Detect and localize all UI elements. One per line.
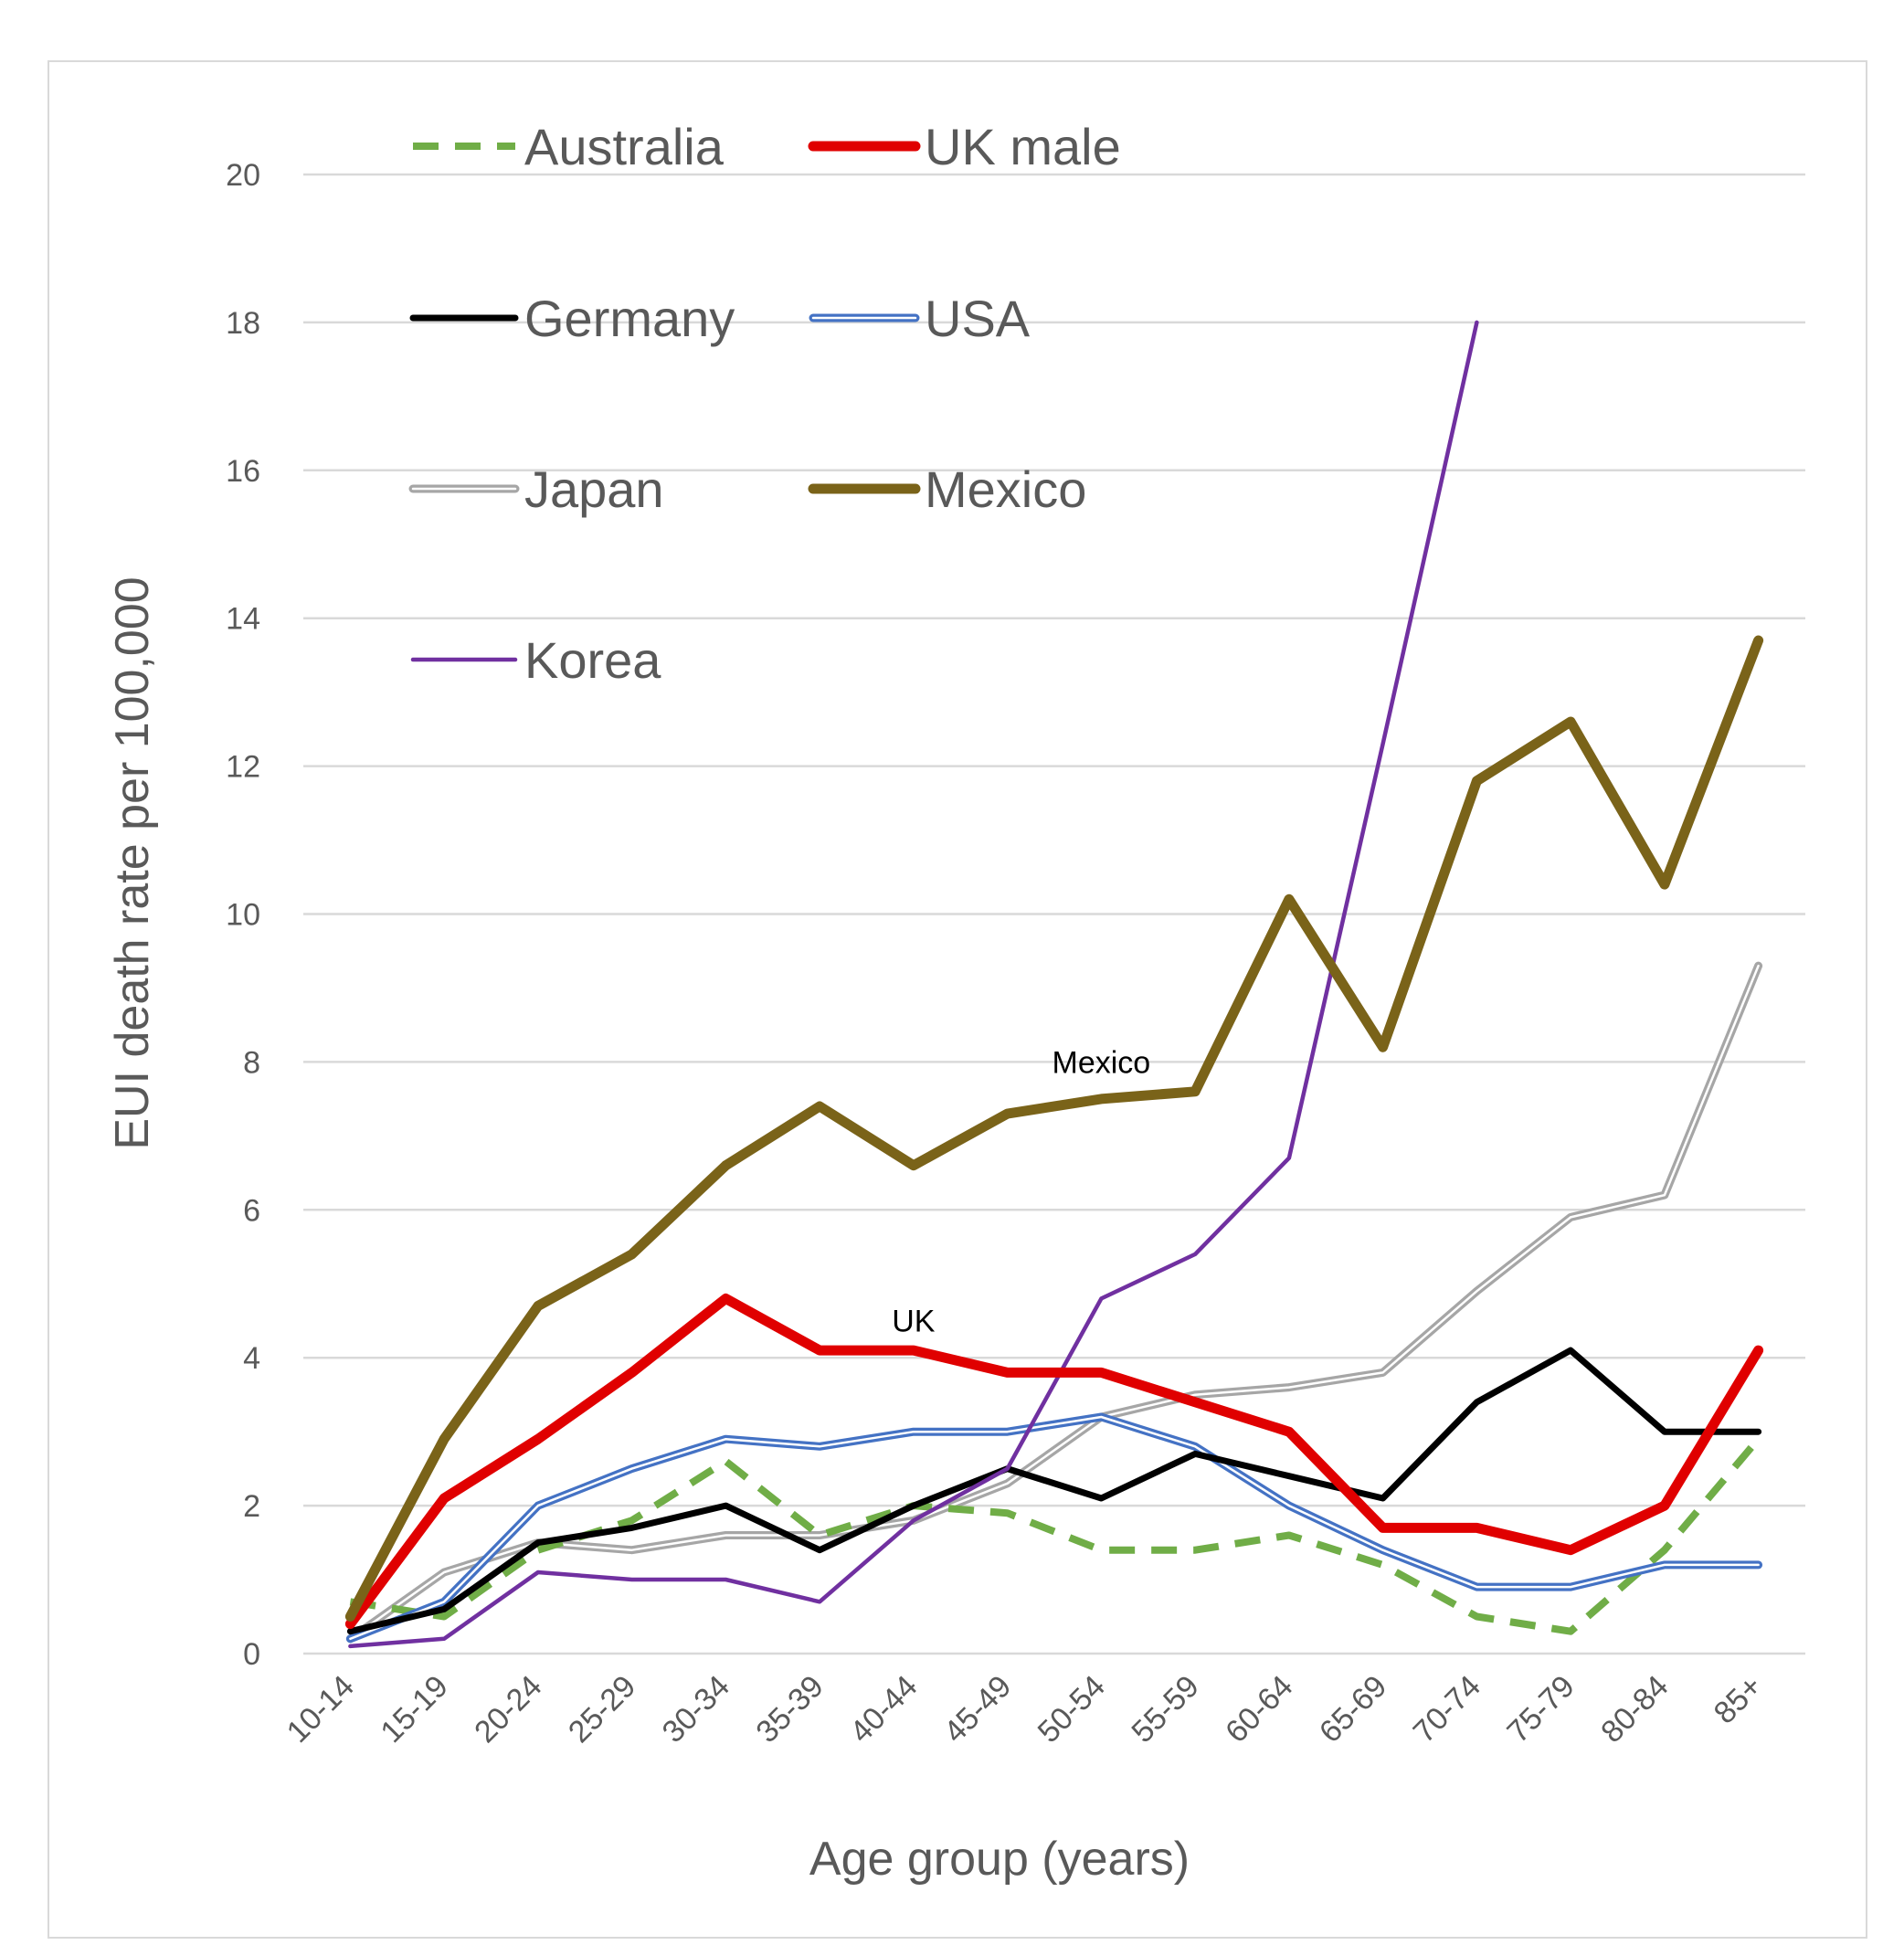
- y-tick-label: 18: [226, 306, 260, 341]
- legend-label-germany: Germany: [524, 290, 735, 347]
- x-tick-label: 55-59: [1125, 1669, 1205, 1749]
- legend-item-australia: Australia: [413, 118, 725, 175]
- x-tick-label: 45-49: [937, 1669, 1018, 1749]
- x-tick-label: 35-39: [749, 1669, 830, 1749]
- series-japan: [345, 961, 1763, 1644]
- x-tick-label: 60-64: [1219, 1669, 1299, 1749]
- y-tick-label: 2: [243, 1489, 260, 1524]
- legend-item-korea: Korea: [410, 631, 661, 689]
- series-usa: [345, 1412, 1763, 1644]
- legend-item-germany: Germany: [409, 290, 735, 347]
- y-tick-label: 4: [243, 1341, 260, 1376]
- series-line-korea: [348, 320, 1479, 1649]
- x-tick-label: 40-44: [843, 1669, 924, 1749]
- y-tick-label: 8: [243, 1045, 260, 1080]
- gridlines: [303, 173, 1805, 1655]
- y-axis-label: EUI death rate per 100,000: [106, 576, 159, 1149]
- y-tick-label: 10: [226, 898, 260, 933]
- series-line-mexico: [344, 635, 1764, 1622]
- y-axis-ticks: 0 2 4 6 8 10 12 14 16 18 20: [226, 158, 260, 1672]
- series-line-japan-inner: [349, 964, 1760, 1641]
- x-tick-label: 10-14: [280, 1669, 361, 1749]
- series-mexico: [344, 635, 1764, 1622]
- x-tick-label: 80-84: [1594, 1669, 1675, 1749]
- legend-item-mexico: Mexico: [808, 460, 1086, 518]
- y-tick-label: 6: [243, 1193, 260, 1228]
- legend: Australia UK male Germany USA Japan Mexico Kor…: [408, 118, 1121, 689]
- legend-item-usa: USA: [809, 290, 1031, 347]
- series-korea: [348, 320, 1479, 1649]
- chart-frame: [48, 60, 1867, 1939]
- legend-label-mexico: Mexico: [925, 460, 1086, 518]
- x-tick-label: 25-29: [562, 1669, 642, 1749]
- legend-label-uk-male: UK male: [925, 118, 1121, 175]
- x-tick-label: 65-69: [1313, 1669, 1393, 1749]
- x-tick-label: 30-34: [656, 1669, 736, 1749]
- series-lines: [344, 320, 1764, 1649]
- y-tick-label: 16: [226, 454, 260, 489]
- series-germany: [346, 1347, 1762, 1635]
- series-australia: [349, 1436, 1761, 1635]
- x-axis-ticks: 10-14 15-19 20-24 25-29 30-34 35-39 40-44 45-49…: [280, 1669, 1770, 1749]
- y-tick-label: 12: [226, 750, 260, 785]
- y-tick-label: 0: [243, 1637, 260, 1672]
- y-tick-label: 14: [226, 602, 260, 637]
- series-line-uk-male: [344, 1293, 1764, 1630]
- legend-item-japan: Japan: [408, 460, 664, 518]
- x-tick-label: 70-74: [1407, 1669, 1487, 1749]
- x-tick-label: 85+: [1708, 1669, 1770, 1731]
- legend-label-korea: Korea: [524, 631, 661, 689]
- x-tick-label: 50-54: [1031, 1669, 1112, 1749]
- legend-label-usa: USA: [925, 290, 1031, 347]
- x-axis-label: Age group (years): [809, 1833, 1190, 1886]
- y-tick-label: 20: [226, 158, 260, 193]
- series-uk-male: [344, 1293, 1764, 1630]
- legend-label-japan: Japan: [524, 460, 664, 518]
- legend-item-uk-male: UK male: [808, 118, 1121, 175]
- series-line-australia: [349, 1436, 1761, 1635]
- annotation-uk: UK: [892, 1305, 936, 1339]
- x-tick-label: 20-24: [468, 1669, 548, 1749]
- x-tick-label: 15-19: [374, 1669, 454, 1749]
- x-tick-label: 75-79: [1500, 1669, 1581, 1749]
- series-line-usa-inner: [349, 1415, 1760, 1641]
- annotation-mexico: Mexico: [1052, 1045, 1151, 1080]
- series-line-germany: [346, 1347, 1762, 1635]
- annotations: Mexico UK: [892, 1045, 1150, 1338]
- legend-label-australia: Australia: [524, 118, 725, 175]
